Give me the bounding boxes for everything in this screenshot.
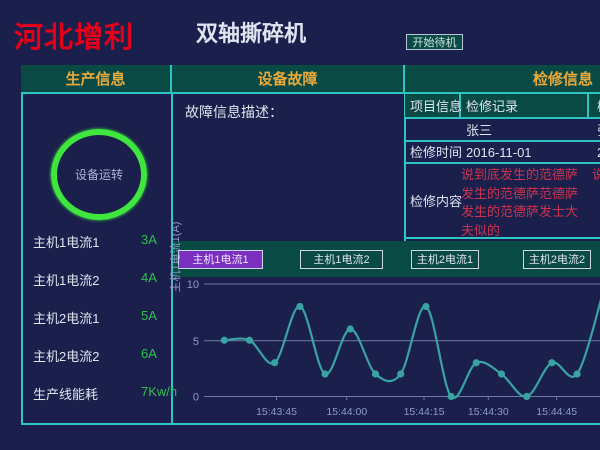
svg-text:5: 5 bbox=[193, 336, 199, 348]
svg-text:15:44:45: 15:44:45 bbox=[536, 406, 577, 418]
svg-text:15:44:15: 15:44:15 bbox=[404, 406, 445, 418]
svg-text:10: 10 bbox=[187, 279, 199, 291]
svg-text:15:43:45: 15:43:45 bbox=[256, 406, 297, 418]
svg-text:0: 0 bbox=[193, 392, 199, 404]
svg-text:15:44:00: 15:44:00 bbox=[326, 406, 367, 418]
svg-text:15:44:30: 15:44:30 bbox=[468, 406, 509, 418]
